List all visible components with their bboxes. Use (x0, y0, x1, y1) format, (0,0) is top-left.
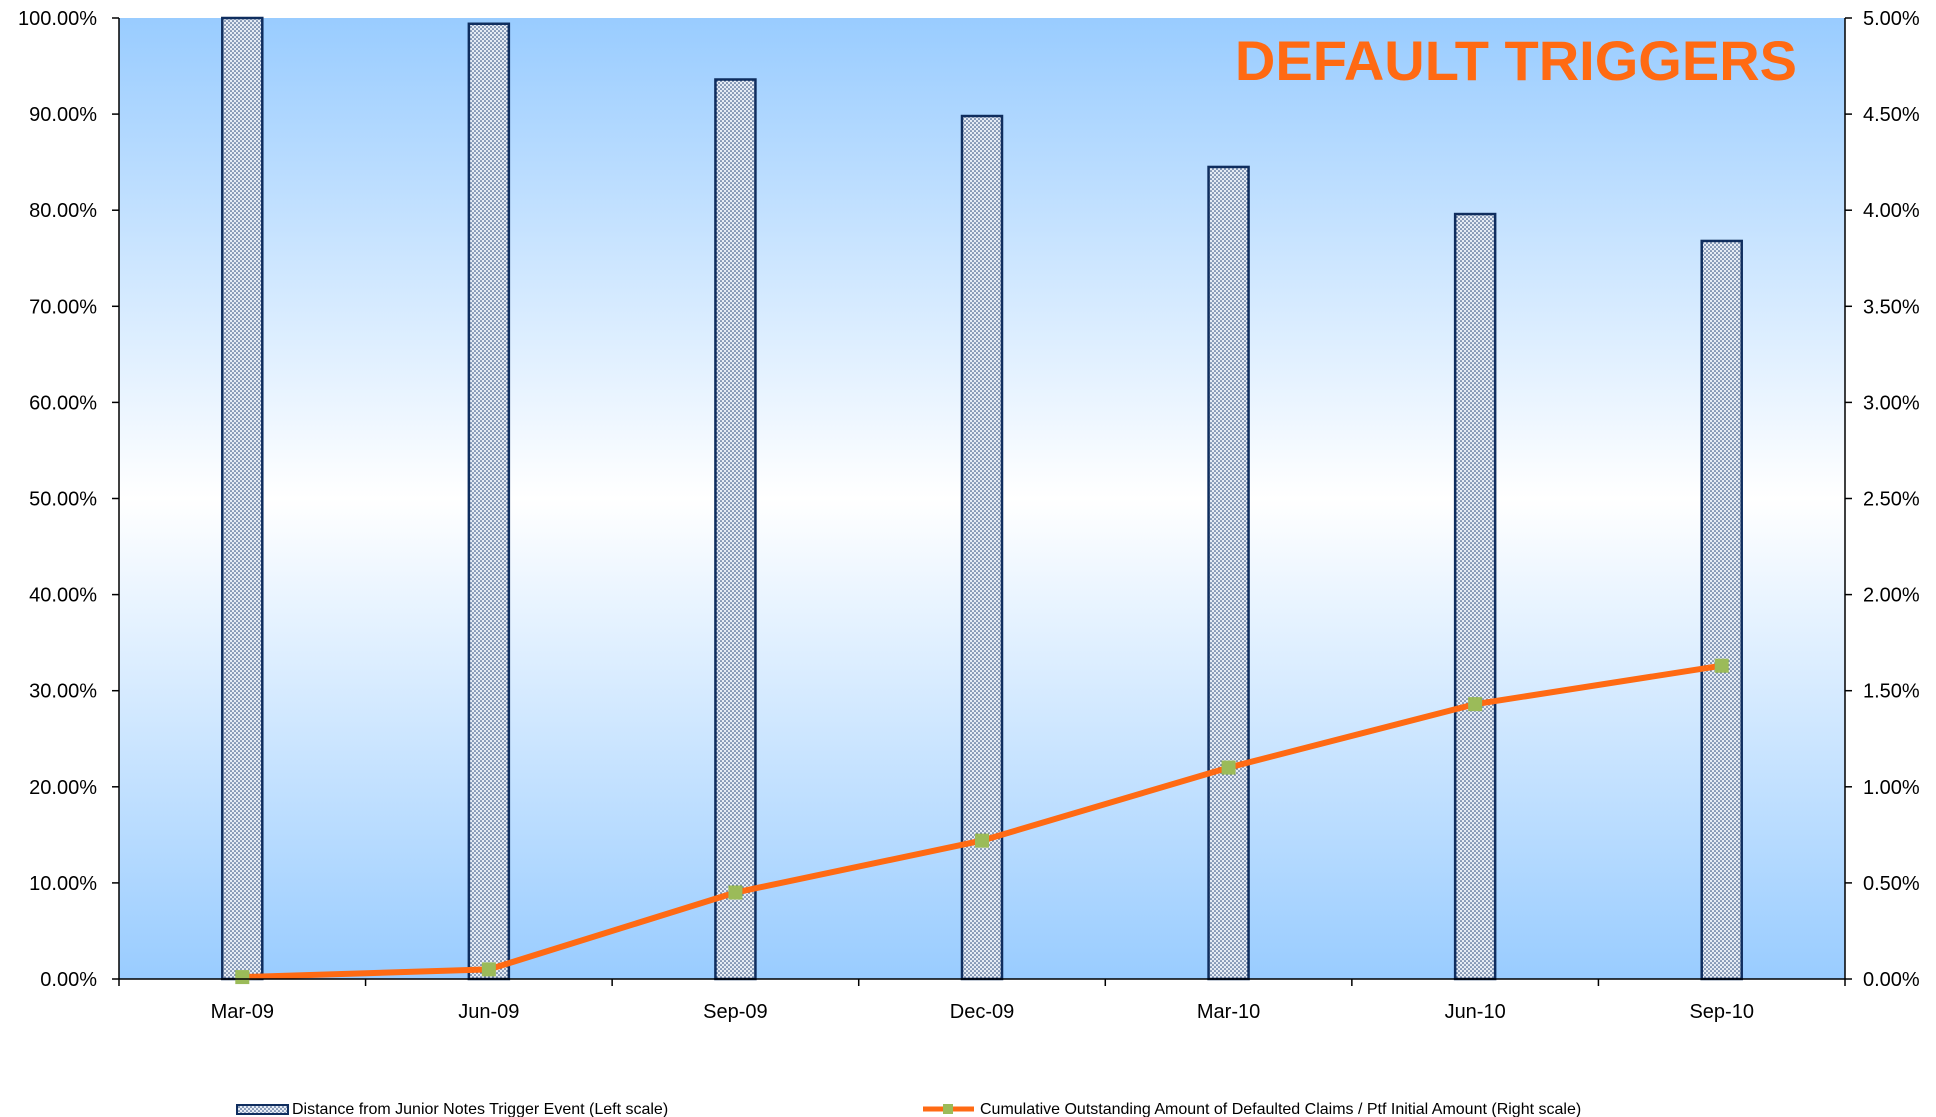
left-tick-label: 50.00% (29, 489, 97, 511)
left-tick-label: 0.00% (40, 969, 97, 991)
line-layer (235, 658, 1729, 985)
right-tick-label: 1.00% (1863, 777, 1920, 799)
legend: Distance from Junior Notes Trigger Event… (236, 1101, 1581, 1117)
right-axis-ticks: 0.00% 0.50% 1.00% 1.50% 2.00% 2.50% 3.00% 3.50%… (1845, 8, 1920, 991)
line-point-marker (1221, 760, 1236, 775)
right-tick-label: 0.00% (1863, 969, 1920, 991)
left-tick-label: 60.00% (29, 392, 97, 414)
line-point-marker (728, 885, 743, 900)
bar (221, 16, 264, 981)
left-tick-label: 70.00% (29, 296, 97, 318)
legend-item-line: Cumulative Outstanding Amount of Default… (923, 1101, 1581, 1117)
legend-line-label: Cumulative Outstanding Amount of Default… (980, 1101, 1581, 1117)
legend-bar-label: Distance from Junior Notes Trigger Event… (292, 1101, 668, 1117)
right-tick-label: 5.00% (1863, 8, 1920, 30)
line-point-marker (481, 962, 496, 977)
line-point-marker (1468, 697, 1483, 712)
left-tick-label: 30.00% (29, 681, 97, 703)
bars-layer (221, 16, 1743, 981)
left-tick-label: 40.00% (29, 585, 97, 607)
left-axis-ticks: 0.00% 10.00% 20.00% 30.00% 40.00% 50.00% 60.00… (18, 8, 119, 991)
bar (960, 114, 1004, 981)
right-tick-label: 2.50% (1863, 489, 1920, 511)
x-tick-label: Sep-09 (703, 1001, 768, 1023)
right-tick-label: 0.50% (1863, 873, 1920, 895)
x-tick-label: Dec-09 (950, 1001, 1014, 1023)
left-tick-label: 10.00% (29, 873, 97, 895)
bar (1207, 165, 1250, 981)
bar (1453, 212, 1497, 981)
left-tick-label: 20.00% (29, 777, 97, 799)
legend-bar-swatch (236, 1104, 289, 1115)
left-tick-label: 90.00% (29, 104, 97, 126)
left-tick-label: 80.00% (29, 200, 97, 222)
x-axis-ticks: Mar-09 Jun-09 Sep-09 Dec-09 Mar-10 Jun-10 Sep-… (118, 979, 1846, 1023)
line-point-marker (1714, 658, 1729, 673)
line-point-marker (975, 833, 989, 848)
left-tick-label: 100.00% (18, 8, 97, 30)
x-tick-label: Jun-09 (458, 1001, 519, 1023)
x-tick-label: Sep-10 (1689, 1001, 1754, 1023)
legend-line-marker (943, 1104, 953, 1114)
x-tick-label: Mar-10 (1197, 1001, 1260, 1023)
right-tick-label: 4.50% (1863, 104, 1920, 126)
right-tick-label: 2.00% (1863, 585, 1920, 607)
bar (467, 22, 511, 981)
x-tick-label: Jun-10 (1445, 1001, 1506, 1023)
chart-title: DEFAULT TRIGGERS (1235, 29, 1797, 92)
right-tick-label: 3.50% (1863, 296, 1920, 318)
line-point-marker (235, 970, 250, 985)
right-tick-label: 3.00% (1863, 392, 1920, 414)
bar (714, 78, 757, 981)
x-tick-label: Mar-09 (211, 1001, 274, 1023)
right-tick-label: 4.00% (1863, 200, 1920, 222)
bar (1700, 239, 1743, 981)
legend-item-bars: Distance from Junior Notes Trigger Event… (236, 1101, 668, 1117)
right-tick-label: 1.50% (1863, 681, 1920, 703)
